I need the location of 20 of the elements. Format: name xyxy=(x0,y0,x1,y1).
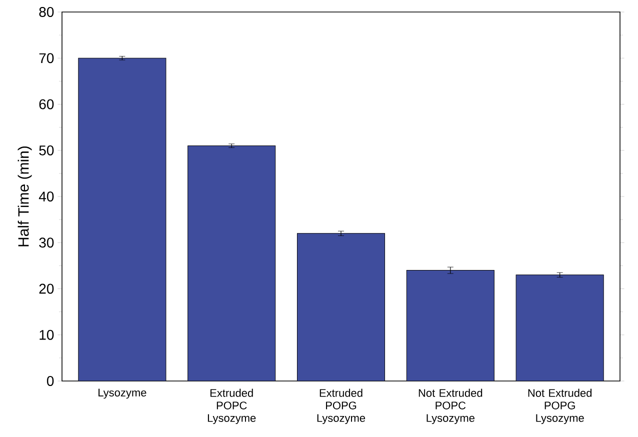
y-tick-label: 0 xyxy=(46,376,54,386)
y-tick-label: 30 xyxy=(39,238,54,248)
y-tick-label: 40 xyxy=(38,192,54,202)
x-tick-label: Not Extruded POPG Lysozyme xyxy=(528,388,592,424)
x-tick-label: Extruded POPC Lysozyme xyxy=(208,388,256,424)
bar xyxy=(516,274,604,381)
bar xyxy=(188,146,276,381)
y-tick-label: 60 xyxy=(39,99,54,110)
y-axis-title: Half Time (min) xyxy=(18,146,32,246)
y-tick-label: 70 xyxy=(39,53,54,64)
x-tick-label: Lysozyme xyxy=(98,388,146,399)
bar xyxy=(78,58,166,381)
y-tick-label: 20 xyxy=(39,284,54,294)
y-tick-label: 50 xyxy=(39,145,54,156)
x-tick-label: Extruded POPG Lysozyme xyxy=(317,388,366,424)
bar xyxy=(406,270,494,381)
y-tick-label: 10 xyxy=(40,330,54,340)
y-tick-label: 80 xyxy=(39,7,54,17)
x-tick-label: Not Extruded POPC Lysozyme xyxy=(418,388,482,424)
bar xyxy=(297,233,385,381)
